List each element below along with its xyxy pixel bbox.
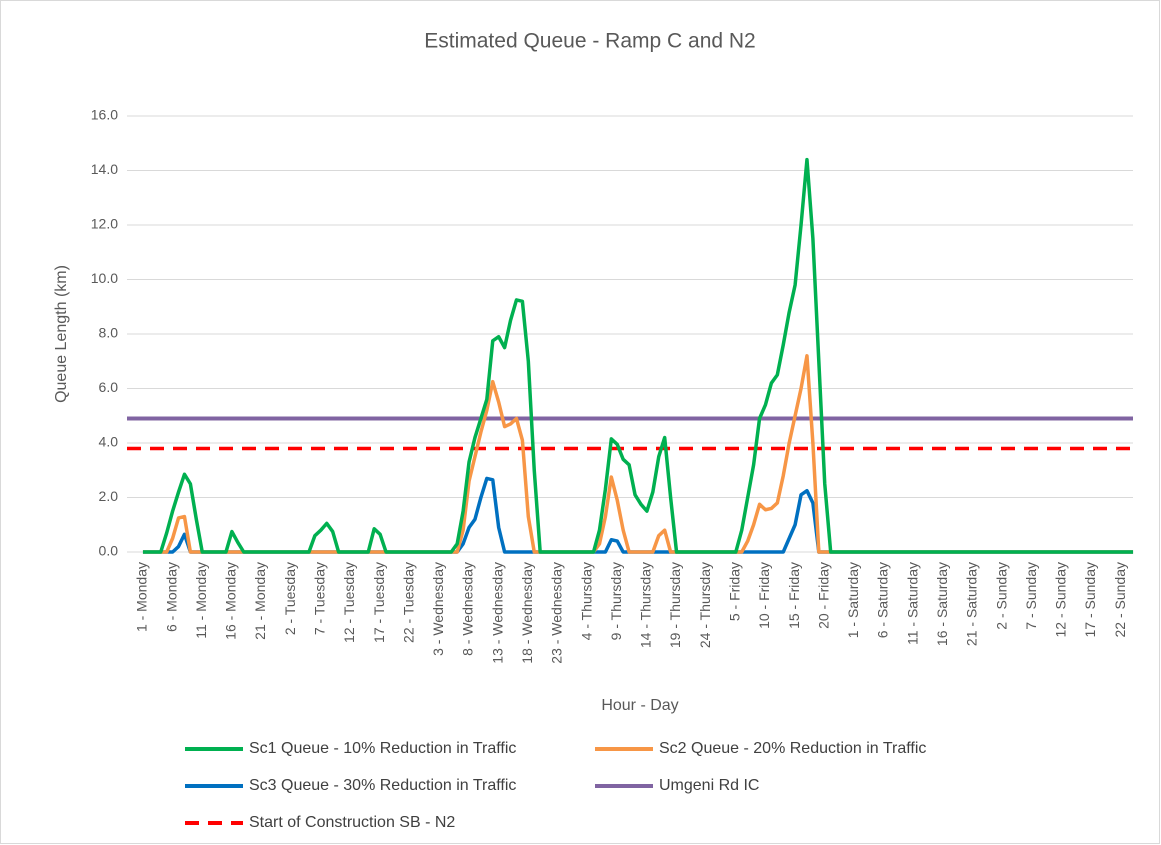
x-tick-label: 6 - Monday [163,562,179,632]
y-tick-label: 8.0 [99,325,119,341]
x-tick-label: 15 - Friday [786,562,802,629]
x-tick-label: 2 - Sunday [993,562,1009,630]
x-tick-label: 16 - Monday [223,562,239,640]
x-tick-label: 1 - Saturday [845,562,861,638]
x-tick-label: 10 - Friday [756,562,772,629]
x-tick-label: 7 - Sunday [1023,562,1039,630]
x-tick-label: 8 - Wednesday [460,562,476,656]
x-tick-label: 24 - Thursday [697,562,713,648]
series-line [142,157,1134,554]
x-tick-label: 23 - Wednesday [549,562,565,664]
y-tick-label: 4.0 [99,434,119,450]
legend-label: Sc3 Queue - 30% Reduction in Traffic [249,777,516,794]
chart-title: Estimated Queue - Ramp C and N2 [424,30,756,53]
legend-label: Sc1 Queue - 10% Reduction in Traffic [249,740,516,757]
x-tick-label: 20 - Friday [815,562,831,629]
x-tick-label: 2 - Tuesday [282,562,298,635]
y-tick-label: 14.0 [91,161,118,177]
x-axis-label: Hour - Day [601,697,678,714]
x-tick-label: 12 - Sunday [1053,562,1069,638]
x-tick-label: 16 - Saturday [934,562,950,646]
x-tick-label: 11 - Monday [193,562,209,639]
y-tick-label: 16.0 [91,107,118,123]
y-tick-label: 12.0 [91,216,118,232]
y-tick-label: 2.0 [99,488,119,504]
y-tick-label: 10.0 [91,270,118,286]
x-tick-label: 12 - Tuesday [341,562,357,643]
x-tick-label: 9 - Thursday [608,562,624,640]
legend-label: Umgeni Rd IC [659,777,759,794]
x-tick-label: 17 - Tuesday [371,562,387,643]
x-tick-label: 1 - Monday [134,562,150,632]
legend-label: Sc2 Queue - 20% Reduction in Traffic [659,740,926,757]
x-tick-label: 5 - Friday [727,562,743,621]
x-tick-label: 14 - Thursday [638,562,654,648]
y-tick-label: 6.0 [99,379,119,395]
x-tick-label: 22 - Tuesday [400,562,416,643]
x-tick-label: 19 - Thursday [667,562,683,648]
x-tick-label: 21 - Monday [252,562,268,640]
x-tick-label: 6 - Saturday [875,562,891,638]
x-tick-label: 18 - Wednesday [519,562,535,664]
x-tick-label: 17 - Sunday [1082,562,1098,638]
x-tick-label: 13 - Wednesday [489,562,505,664]
y-tick-label: 0.0 [99,543,119,559]
x-tick-label: 21 - Saturday [964,562,980,646]
y-axis-label: Queue Length (km) [53,265,70,403]
x-tick-label: 7 - Tuesday [312,562,328,635]
x-tick-label: 11 - Saturday [904,562,920,645]
x-tick-label: 3 - Wednesday [430,562,446,656]
x-tick-label: 4 - Thursday [578,562,594,640]
legend-label: Start of Construction SB - N2 [249,814,455,831]
x-tick-label: 22 - Sunday [1112,562,1128,638]
